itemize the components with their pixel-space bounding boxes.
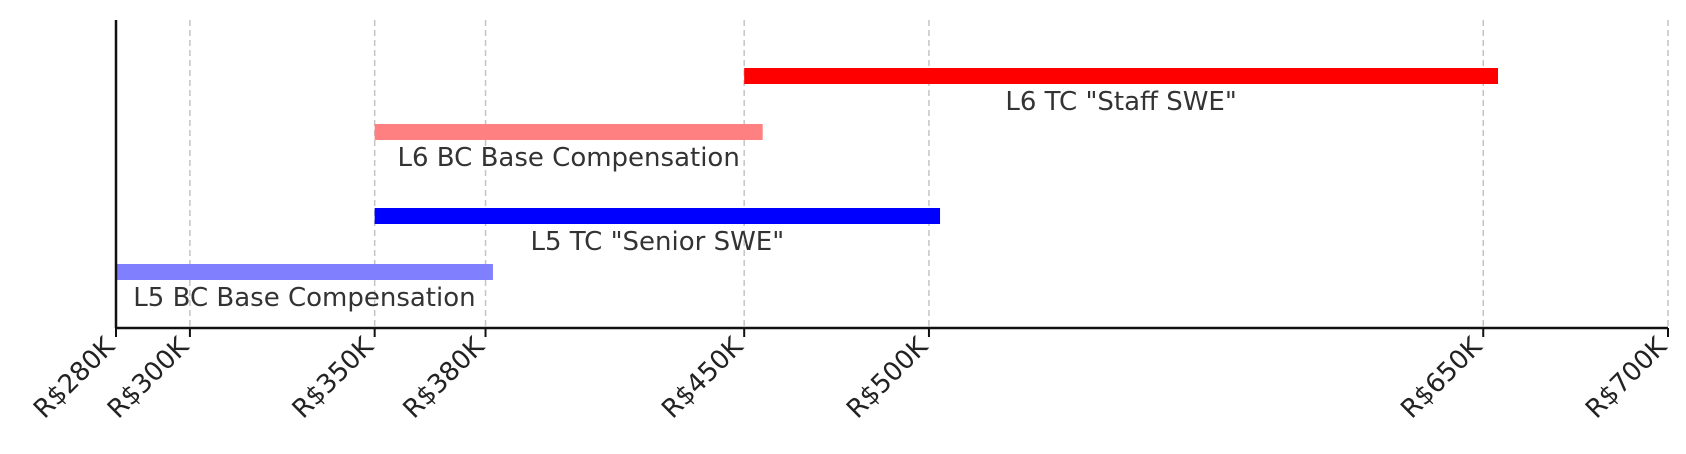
x-tick-label: R$650K <box>1395 331 1489 425</box>
range-bar-label: L5 TC "Senior SWE" <box>531 227 785 257</box>
x-tick-label: R$700K <box>1580 331 1674 425</box>
x-tick-label: R$300K <box>102 331 196 425</box>
range-bar-label: L5 BC Base Compensation <box>133 283 475 313</box>
grid-lines <box>189 20 1669 328</box>
x-tick-label: R$280K <box>28 331 122 425</box>
range-bar <box>374 124 763 140</box>
axes <box>114 20 1668 330</box>
range-bars <box>116 68 1499 280</box>
x-tick-label: R$500K <box>841 331 935 425</box>
range-bar <box>374 208 941 224</box>
range-bar <box>116 264 493 280</box>
bar-labels: L5 BC Base Compensation L5 TC "Senior SWE… <box>133 87 1237 313</box>
range-bar-label: L6 BC Base Compensation <box>398 143 740 173</box>
x-tick-label: R$380K <box>398 331 492 425</box>
x-tick-label: R$350K <box>287 331 381 425</box>
x-tick-label: R$450K <box>656 331 750 425</box>
range-bar <box>744 68 1499 84</box>
range-bar-label: L6 TC "Staff SWE" <box>1005 87 1236 117</box>
